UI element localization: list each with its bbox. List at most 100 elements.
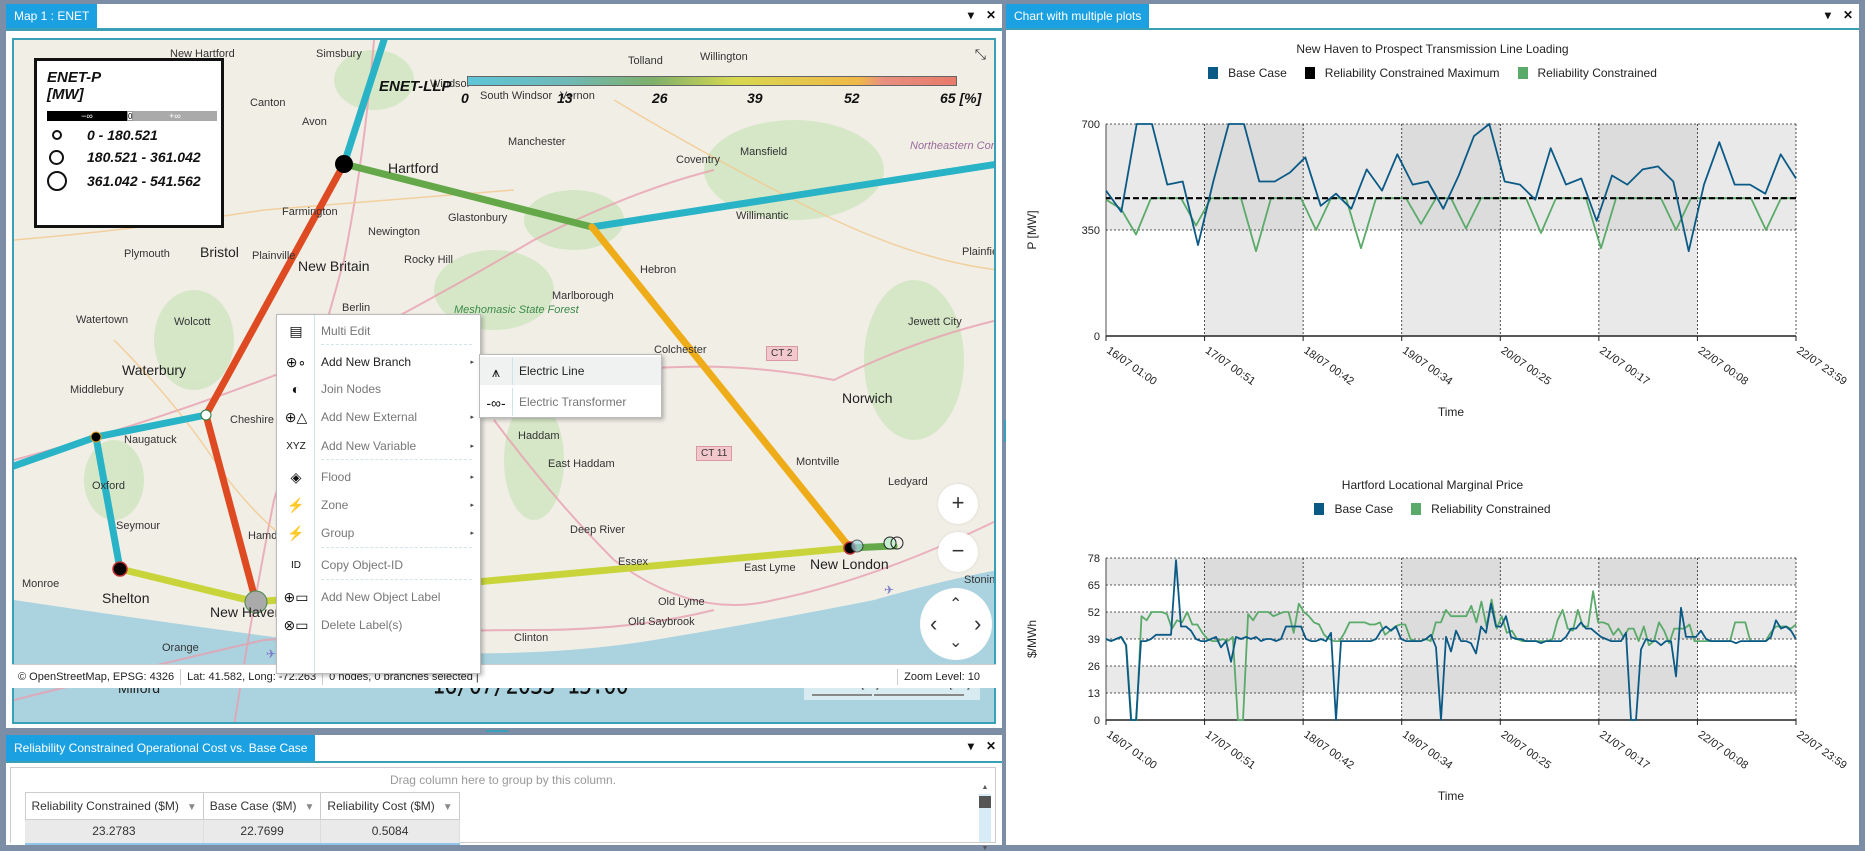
panel-dropdown-icon[interactable]: ▾ [1824, 8, 1831, 22]
zoom-out-button[interactable]: − [938, 532, 978, 572]
place-label: Haddam [518, 430, 560, 442]
svg-text:P [MW]: P [MW] [1025, 210, 1039, 249]
filter-icon[interactable]: ▼ [186, 802, 197, 813]
place-label: Northeastern Connecticut Planning [910, 140, 994, 152]
place-label: New Haven [210, 604, 283, 620]
pan-up-icon[interactable]: ⌃ [949, 596, 963, 613]
menu-item-flood[interactable]: ◈ Flood ▸ [277, 463, 480, 491]
place-label: Willimantic [736, 210, 789, 222]
flood-icon: ◈ [290, 468, 302, 485]
place-label: Canton [250, 97, 286, 109]
table-cell[interactable]: 0.5084 [320, 819, 460, 845]
menu-item-multi-edit[interactable]: ▤ Multi Edit [277, 317, 480, 345]
zone-icon: ⚡ [287, 496, 305, 513]
legend-item[interactable]: Reliability Constrained [1517, 66, 1657, 80]
zoom-in-button[interactable]: + [938, 484, 978, 524]
line-chart-loading[interactable]: 0 350 700 16/07 01:00 17/07 00:51 18/07 00:42… [1006, 104, 1859, 424]
scroll-thumb[interactable] [979, 796, 991, 808]
place-label: Stonington [964, 574, 996, 586]
place-label: Mansfield [740, 146, 788, 158]
place-label: New Hartford [170, 48, 235, 60]
pan-down-icon[interactable]: ⌄ [949, 634, 963, 651]
place-label: Colchester [654, 344, 707, 356]
pan-right-icon[interactable]: › [974, 611, 982, 636]
table-row[interactable]: 23.2783 22.7699 0.5084 [11, 819, 460, 845]
add-branch-icon: ⊕∘ [285, 353, 307, 370]
horizontal-splitter[interactable] [486, 730, 508, 732]
legend-item[interactable]: Reliability Constrained Maximum [1304, 66, 1500, 80]
menu-separator [321, 459, 472, 460]
place-label: Monroe [22, 578, 60, 590]
place-label: Deep River [570, 524, 626, 536]
legend-unit: [MW] [47, 86, 84, 103]
chart-tab[interactable]: Chart with multiple plots [1006, 4, 1150, 28]
legend-item[interactable]: Base Case [1208, 66, 1287, 80]
vertical-splitter[interactable] [1004, 420, 1006, 442]
collapse-arrow-icon[interactable]: ⤡ [974, 46, 986, 62]
svg-text:18/07 00:42: 18/07 00:42 [1301, 729, 1355, 772]
svg-text:18/07 00:42: 18/07 00:42 [1301, 345, 1355, 388]
table-cell[interactable]: 22.7699 [203, 819, 322, 845]
column-header[interactable]: Reliability Constrained ($M) ▼ [24, 792, 204, 820]
filter-icon[interactable]: ▼ [304, 802, 315, 813]
panel-dropdown-icon[interactable]: ▾ [967, 739, 974, 753]
close-icon[interactable]: ✕ [985, 739, 996, 753]
close-icon[interactable]: ✕ [985, 8, 996, 22]
data-grid: Drag column here to group by this column… [10, 767, 996, 851]
circle-large-icon [47, 171, 67, 191]
table-cell[interactable]: 23.2783 [25, 819, 204, 845]
place-label: New London [810, 556, 889, 572]
menu-separator [321, 579, 472, 580]
group-icon: ⚡ [287, 524, 305, 541]
filter-icon[interactable]: ▼ [442, 802, 453, 813]
menu-item-add-new-external[interactable]: ⊕△ Add New External ▸ [277, 403, 480, 431]
submenu-arrow-icon: ▸ [470, 530, 474, 537]
line-chart-lmp[interactable]: 0 13 26 39 52 65 78 16/07 01:00 17/07 00:51 18/07… [1006, 534, 1859, 804]
place-label: Avon [302, 116, 327, 128]
scroll-up-icon[interactable]: ▲ [981, 784, 989, 791]
map-tab[interactable]: Map 1 : ENET [6, 4, 98, 28]
menu-item-add-new-branch[interactable]: ⊕∘ Add New Branch ▸ [277, 348, 480, 376]
legend-item[interactable]: Base Case [1314, 502, 1393, 516]
add-branch-submenu: ⩚ Electric Line -∞- Electric Transformer [479, 354, 662, 418]
menu-item-electric-line[interactable]: ⩚ Electric Line [480, 357, 661, 385]
place-label: Coventry [676, 154, 721, 166]
menu-item-zone[interactable]: ⚡ Zone ▸ [277, 491, 480, 519]
place-label: Meshomasic State Forest [454, 304, 579, 316]
svg-text:21/07 00:17: 21/07 00:17 [1597, 345, 1651, 388]
place-label: Clinton [514, 632, 549, 644]
place-label: Hebron [640, 264, 677, 276]
tab-underline [6, 28, 1002, 31]
legend-range-row: 361.042 - 541.562 [47, 171, 211, 191]
cost-table-panel: Reliability Constrained Operational Cost… [6, 735, 1002, 851]
group-by-drop-zone[interactable]: Drag column here to group by this column… [389, 773, 617, 787]
menu-item-copy-object-id[interactable]: ID Copy Object-ID [277, 551, 480, 579]
add-variable-icon: XYZ [286, 440, 306, 452]
close-icon[interactable]: ✕ [1842, 8, 1853, 22]
vertical-scrollbar[interactable]: ▲ ▼ [979, 784, 991, 851]
menu-item-add-new-object-label[interactable]: ⊕▭ Add New Object Label [277, 583, 480, 611]
svg-text:52: 52 [1088, 607, 1100, 619]
place-label: Simsbury [316, 48, 362, 60]
pan-control[interactable]: ⌃ ⌄ ‹ › [920, 588, 992, 660]
column-header[interactable]: Reliability Cost ($M) ▼ [320, 792, 460, 820]
context-menu: ▤ Multi Edit ⊕∘ Add New Branch ▸ ◐ Join Nodes ⊕… [276, 314, 481, 674]
scroll-down-icon[interactable]: ▼ [981, 845, 989, 851]
place-label: Wolcott [174, 316, 211, 328]
panel-dropdown-icon[interactable]: ▾ [967, 8, 974, 22]
place-label: Seymour [116, 520, 161, 532]
menu-item-add-new-variable[interactable]: XYZ Add New Variable ▸ [277, 432, 480, 460]
menu-item-electric-transformer[interactable]: -∞- Electric Transformer [480, 388, 661, 416]
legend-item[interactable]: Reliability Constrained [1411, 502, 1551, 516]
legend-range-row: 0 - 180.521 [47, 127, 211, 143]
road-shield: CT 2 [766, 346, 798, 361]
legend-title: ENET-P [47, 69, 102, 86]
loading-tick: 39 [747, 90, 763, 106]
menu-item-group[interactable]: ⚡ Group ▸ [277, 519, 480, 547]
svg-text:$/MWh: $/MWh [1025, 620, 1039, 658]
pan-left-icon[interactable]: ‹ [930, 611, 938, 636]
column-header[interactable]: Base Case ($M) ▼ [202, 792, 322, 820]
menu-item-delete-label-s[interactable]: ⊗▭ Delete Label(s) [277, 611, 480, 639]
menu-item-join-nodes[interactable]: ◐ Join Nodes [277, 375, 480, 403]
cost-table-tab[interactable]: Reliability Constrained Operational Cost… [6, 735, 316, 761]
